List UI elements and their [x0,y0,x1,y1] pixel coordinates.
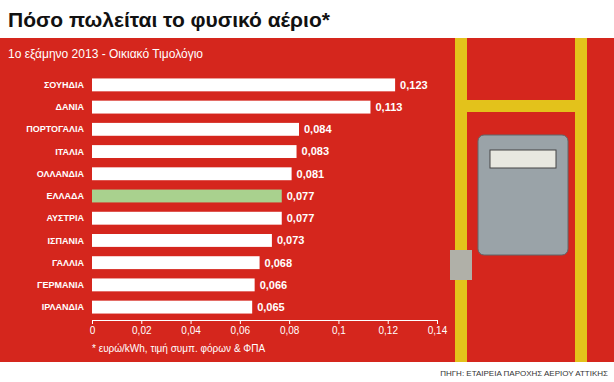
category-label: ΓΑΛΛΙΑ [52,258,84,268]
tick-mark [191,320,192,324]
valve [450,250,472,280]
data-label: 0,123 [400,79,428,91]
data-label: 0,113 [375,101,402,113]
data-label: 0,083 [302,145,330,157]
category-label: ΟΛΛΑΝΔΙΑ [37,169,85,179]
tick-mark [289,320,290,324]
tick-mark [338,320,339,324]
category-label: ΑΥΣΤΡΙΑ [46,213,84,223]
x-axis: 0 0,02 0,04 0,06 0,08 0,1 0,12 0,14 [90,320,448,336]
bars [92,78,395,313]
tick: 0,04 [181,320,201,336]
category-label: ΠΟΡΤΟΓΑΛΙΑ [26,124,84,134]
tick-label: 0,02 [132,325,152,336]
footnote: * ευρώ/kWh, τιμή συμπ. φόρων & ΦΠΑ [92,343,266,354]
tick-mark [388,320,389,324]
category-label: ΣΟΥΗΔΙΑ [44,80,85,90]
tick: 0,08 [280,320,300,336]
category-label: ΕΛΛΑΔΑ [47,191,85,201]
title: Πόσο πωλείται το φυσικό αέριο* [8,8,331,31]
tick-mark [141,320,142,324]
bar [92,78,395,91]
tick-label: 0,12 [378,325,398,336]
data-label: 0,084 [304,123,332,135]
tick-mark [92,320,93,324]
pipe [575,38,587,362]
data-label: 0,068 [265,257,293,269]
meter-display [490,150,556,168]
meter-body [478,135,568,255]
bar [92,190,282,203]
bar [92,234,272,247]
data-label: 0,077 [287,212,315,224]
source: ΠΗΓΗ: ΕΤΑΙΡΕΙΑ ΠΑΡΟΧΗΣ ΑΕΡΙΟΥ ΑΤΤΙΚΗΣ [440,369,608,378]
data-labels: 0,123 0,113 0,084 0,083 0,081 0,077 0,077 0,073… [257,79,427,313]
data-label: 0,066 [260,279,288,291]
tick-label: 0,04 [181,325,201,336]
bar [92,212,282,225]
category-label: ΔΑΝΙΑ [56,102,85,112]
tick: 0,02 [132,320,152,336]
bar [92,101,370,114]
bar [92,301,252,314]
tick: 0,12 [378,320,398,336]
panel-background [0,38,614,362]
tick: 0,14 [428,320,448,336]
data-label: 0,081 [297,168,325,180]
bar [92,167,292,180]
tick-mark [437,320,438,324]
tick-label: 0 [90,325,96,336]
pipe [455,100,587,112]
category-label: ΙΤΑΛΙΑ [55,147,84,157]
chart: Πόσο πωλείται το φυσικό αέριο* 1ο εξάμηνο… [0,0,614,382]
tick: 0,06 [231,320,251,336]
data-label: 0,065 [257,301,285,313]
tick-label: 0,1 [332,325,346,336]
tick-label: 0,08 [280,325,300,336]
bar [92,278,255,291]
data-label: 0,077 [287,190,315,202]
category-label: ΙΡΛΑΝΔΙΑ [42,302,85,312]
bar [92,256,260,269]
category-labels: ΣΟΥΗΔΙΑ ΔΑΝΙΑ ΠΟΡΤΟΓΑΛΙΑ ΙΤΑΛΙΑ ΟΛΛΑΝΔΙΑ ΕΛΛΑ… [26,80,84,312]
tick-label: 0,14 [428,325,448,336]
tick-label: 0,06 [231,325,251,336]
data-label: 0,073 [277,234,305,246]
meter-decoration [450,38,587,362]
tick: 0 [90,320,96,336]
subtitle: 1ο εξάμηνο 2013 - Οικιακό Τιμολόγιο [8,47,203,61]
category-label: ΙΣΠΑΝΙΑ [48,236,85,246]
axis-line [93,321,438,325]
pipe [455,38,467,362]
bar [92,123,299,136]
tick-mark [240,320,241,324]
category-label: ΓΕΡΜΑΝΙΑ [37,280,84,290]
bar [92,145,297,158]
tick: 0,1 [332,320,346,336]
